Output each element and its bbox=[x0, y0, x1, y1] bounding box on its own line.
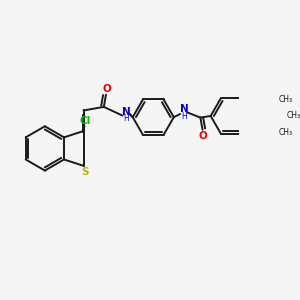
Text: H: H bbox=[124, 114, 129, 123]
Text: H: H bbox=[181, 112, 187, 121]
Text: S: S bbox=[81, 167, 89, 177]
Text: CH₃: CH₃ bbox=[287, 112, 300, 121]
Text: N: N bbox=[122, 106, 131, 117]
Text: O: O bbox=[102, 84, 111, 94]
Text: CH₃: CH₃ bbox=[279, 128, 293, 137]
Text: Cl: Cl bbox=[80, 116, 91, 126]
Text: N: N bbox=[180, 104, 188, 114]
Text: O: O bbox=[198, 131, 207, 141]
Text: CH₃: CH₃ bbox=[279, 95, 293, 104]
